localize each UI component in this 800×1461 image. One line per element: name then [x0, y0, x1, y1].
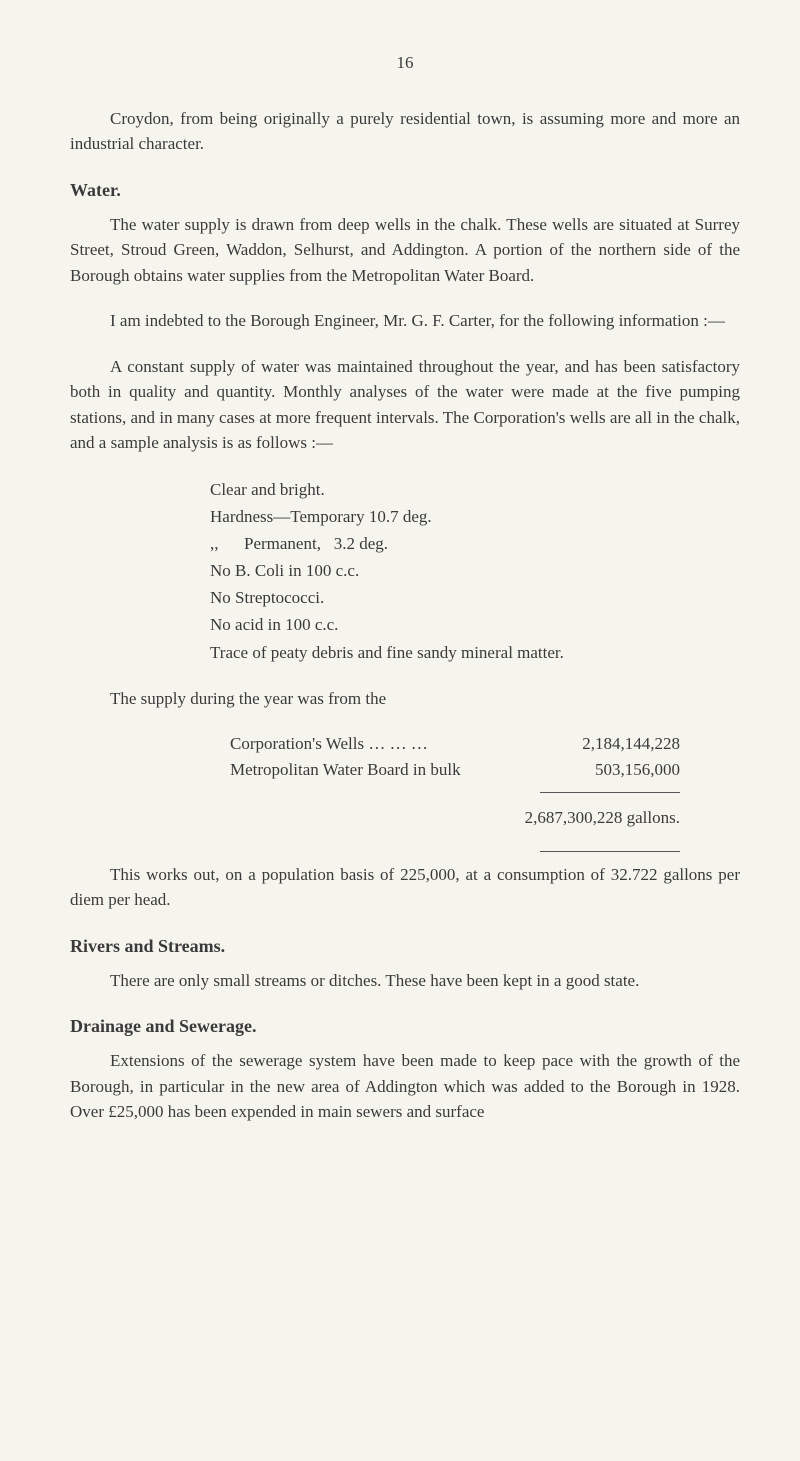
analysis-line: Clear and bright. — [210, 476, 740, 503]
drainage-heading: Drainage and Sewerage. — [70, 1013, 740, 1040]
supply-block: Corporation's Wells … … … 2,184,144,228 … — [130, 731, 740, 782]
water-p4: This works out, on a population basis of… — [70, 862, 740, 913]
supply-value: 503,156,000 — [520, 757, 680, 783]
intro-paragraph: Croydon, from being originally a purely … — [70, 106, 740, 157]
water-heading: Water. — [70, 177, 740, 204]
supply-value: 2,184,144,228 — [520, 731, 680, 757]
analysis-line: No acid in 100 c.c. — [210, 611, 740, 638]
document-page: 16 Croydon, from being originally a pure… — [0, 0, 800, 1461]
analysis-line: ,, Permanent, 3.2 deg. — [210, 530, 740, 557]
analysis-line: No B. Coli in 100 c.c. — [210, 557, 740, 584]
supply-row: Metropolitan Water Board in bulk 503,156… — [130, 757, 740, 783]
supply-intro: The supply during the year was from the — [70, 686, 740, 712]
page-number: 16 — [70, 50, 740, 76]
rivers-p1: There are only small streams or ditches.… — [70, 968, 740, 994]
rivers-heading: Rivers and Streams. — [70, 933, 740, 960]
total-line: 2,687,300,228 gallons. — [70, 805, 740, 831]
divider-rule — [540, 851, 680, 852]
supply-row: Corporation's Wells … … … 2,184,144,228 — [130, 731, 740, 757]
water-p3: A constant supply of water was maintaine… — [70, 354, 740, 456]
analysis-line: No Streptococci. — [210, 584, 740, 611]
analysis-line: Trace of peaty debris and fine sandy min… — [210, 639, 740, 666]
drainage-p1: Extensions of the sewerage system have b… — [70, 1048, 740, 1125]
supply-label: Corporation's Wells … … … — [230, 731, 520, 757]
analysis-block: Clear and bright. Hardness—Temporary 10.… — [210, 476, 740, 666]
water-p1: The water supply is drawn from deep well… — [70, 212, 740, 289]
water-p2: I am indebted to the Borough Engineer, M… — [70, 308, 740, 334]
supply-label: Metropolitan Water Board in bulk — [230, 757, 520, 783]
divider-rule — [540, 792, 680, 793]
analysis-line: Hardness—Temporary 10.7 deg. — [210, 503, 740, 530]
